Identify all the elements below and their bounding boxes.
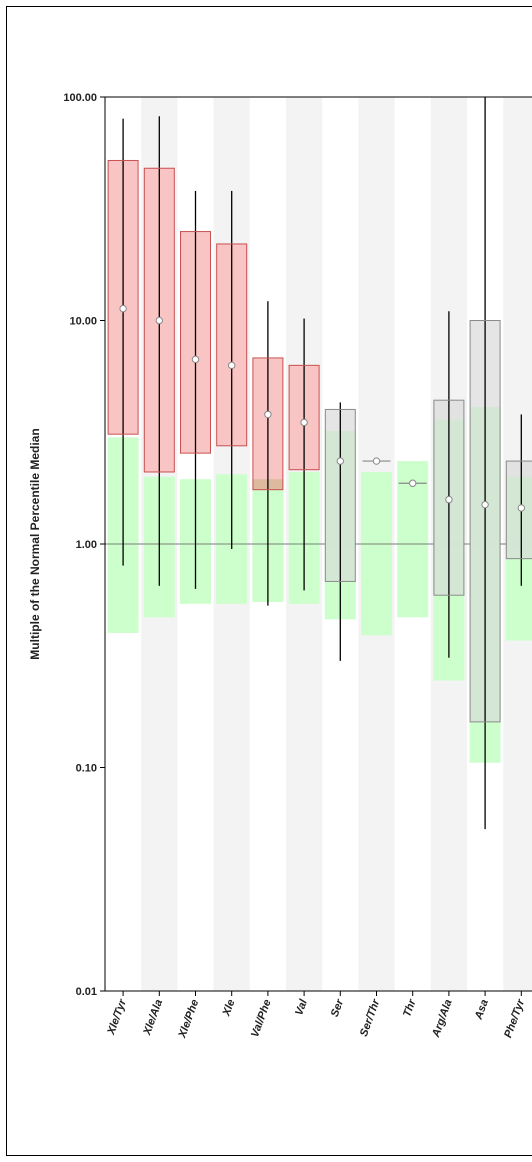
median-marker <box>481 500 489 509</box>
box-outline <box>469 320 501 723</box>
x-tick-label: Val/Phe <box>249 998 274 1039</box>
x-tick-label: Asa <box>472 998 491 1022</box>
chart-frame: 0.01 0.10 1.00 10.00 100.00 Xle/Tyr Xle/Ala Xle… <box>6 6 532 1156</box>
x-tick-label: Arg/Ala <box>430 998 455 1040</box>
normal-range <box>361 471 392 636</box>
x-tick-label: Xle/Phe <box>176 998 201 1040</box>
median-marker <box>300 418 308 427</box>
box-outline <box>433 399 465 596</box>
x-tick-label: Phe/Tyr <box>502 997 527 1039</box>
box-outline <box>505 460 532 560</box>
y-tick-label: 0.10 <box>76 763 97 775</box>
median-marker <box>228 361 236 370</box>
x-tick-label: Ser <box>329 997 347 1018</box>
box-normal-overlap <box>506 476 532 559</box>
box-outline <box>288 364 320 471</box>
y-tick-label: 100.00 <box>63 92 97 104</box>
x-tick-label: Val <box>293 997 310 1017</box>
x-tick-label: Xle <box>220 998 237 1019</box>
median-marker <box>517 504 525 512</box>
box-outline <box>180 231 211 454</box>
median-marker <box>264 410 272 419</box>
box-outline <box>216 243 248 447</box>
median-marker <box>155 316 164 325</box>
x-tick-label: Thr <box>401 997 419 1018</box>
x-tick-label: Xle/Tyr <box>105 997 129 1037</box>
boxplot-chart: 0.01 0.10 1.00 10.00 100.00 Xle/Tyr Xle/Ala Xle… <box>28 92 532 1040</box>
y-tick-label: 0.01 <box>76 986 97 998</box>
boxes <box>107 97 532 830</box>
x-tick-label: Xle/Ala <box>141 998 165 1038</box>
median-marker <box>119 304 127 313</box>
median-marker <box>445 495 453 504</box>
y-axis-title: Multiple of the Normal Percentile Median <box>28 428 42 659</box>
box-outline <box>143 167 175 473</box>
box-outline <box>252 357 284 491</box>
y-tick-label: 10.00 <box>69 316 97 328</box>
y-tick-label: 1.00 <box>76 539 97 551</box>
median-marker <box>372 457 381 465</box>
box-outline <box>324 408 356 582</box>
median-marker <box>409 479 417 487</box>
box-outline <box>107 159 139 435</box>
median-marker <box>191 355 200 364</box>
x-tick-label: Ser/Thr <box>358 997 383 1038</box>
median-marker <box>336 457 344 465</box>
normal-range <box>397 461 429 618</box>
